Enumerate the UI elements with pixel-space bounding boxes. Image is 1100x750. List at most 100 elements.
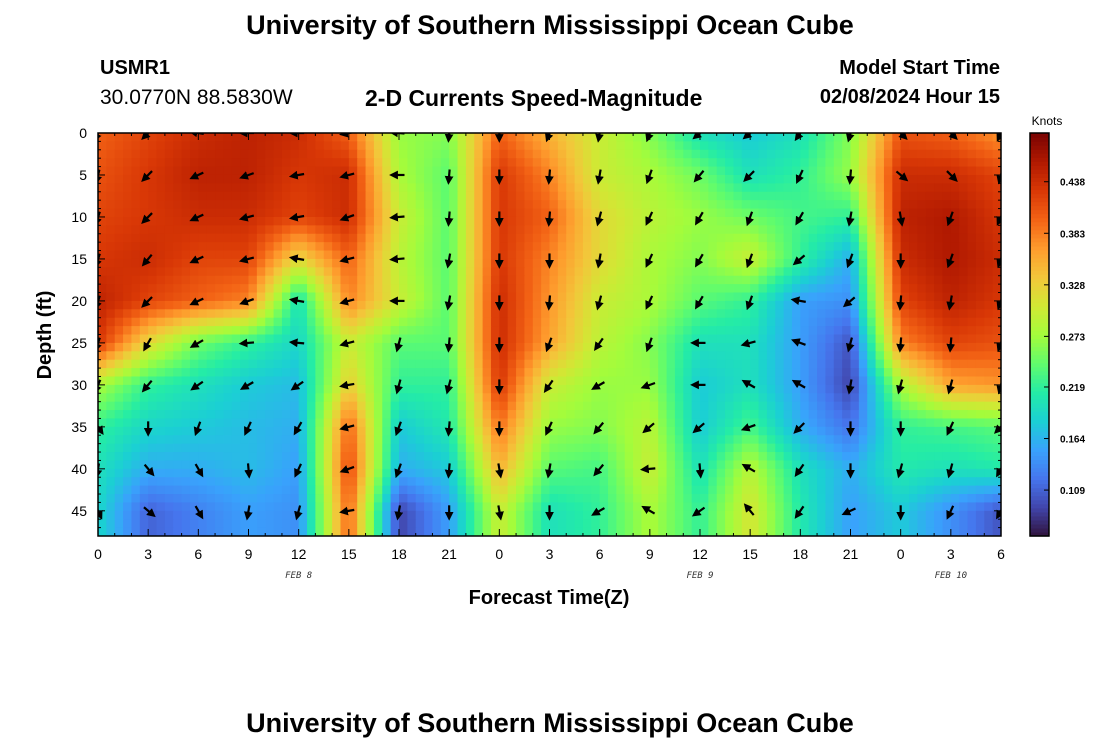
heatmap-cell [708, 191, 718, 201]
heatmap-cell [616, 359, 626, 369]
heatmap-cell [783, 435, 793, 445]
heatmap-cell [858, 284, 868, 294]
heatmap-cell [691, 326, 701, 336]
heatmap-cell [256, 452, 266, 462]
heatmap-cell [833, 292, 843, 302]
heatmap-cell [407, 326, 417, 336]
heatmap-cell [967, 166, 977, 176]
heatmap-cell [858, 368, 868, 378]
heatmap-cell [725, 334, 735, 344]
heatmap-cell [825, 426, 835, 436]
heatmap-cell [725, 368, 735, 378]
heatmap-cell [800, 141, 810, 151]
heatmap-cell [992, 250, 1001, 260]
heatmap-cell [198, 326, 208, 336]
heatmap-cell [608, 510, 617, 520]
heatmap-cell [357, 351, 367, 361]
heatmap-cell [716, 485, 726, 495]
heatmap-cell [516, 233, 526, 243]
heatmap-cell [449, 258, 459, 268]
heatmap-cell [424, 267, 434, 277]
heatmap-cell [666, 284, 676, 294]
heatmap-cell [223, 158, 233, 168]
heatmap-cell [541, 452, 551, 462]
heatmap-cell [223, 393, 233, 403]
heatmap-cell [482, 477, 492, 487]
heatmap-cell [766, 250, 776, 260]
heatmap-cell [449, 502, 459, 512]
heatmap-cell [340, 208, 350, 218]
heatmap-cell [206, 460, 216, 470]
heatmap-cell [984, 460, 994, 470]
heatmap-cell [106, 183, 116, 193]
heatmap-cell [98, 393, 107, 403]
heatmap-cell [114, 384, 124, 394]
heatmap-cell [574, 368, 584, 378]
heatmap-cell [582, 191, 592, 201]
heatmap-cell [181, 359, 191, 369]
heatmap-cell [566, 250, 576, 260]
heatmap-cell [783, 359, 793, 369]
heatmap-cell [206, 250, 216, 260]
heatmap-cell [833, 141, 843, 151]
heatmap-cell [808, 191, 818, 201]
heatmap-cell [716, 158, 726, 168]
heatmap-cell [725, 267, 735, 277]
heatmap-cell [691, 460, 701, 470]
heatmap-cell [164, 225, 174, 235]
heatmap-cell [139, 452, 149, 462]
heatmap-cell [549, 452, 559, 462]
heatmap-cell [164, 510, 174, 520]
heatmap-cell [716, 183, 726, 193]
heatmap-cell [909, 342, 918, 352]
heatmap-cell [248, 443, 258, 453]
heatmap-cell [683, 342, 693, 352]
heatmap-cell [825, 410, 835, 420]
heatmap-cell [490, 225, 500, 235]
heatmap-cell [858, 309, 868, 319]
heatmap-cell [683, 435, 693, 445]
heatmap-cell [98, 435, 107, 445]
heatmap-cell [666, 258, 676, 268]
heatmap-cell [432, 300, 442, 310]
heatmap-cell [942, 225, 952, 235]
heatmap-cell [215, 393, 225, 403]
heatmap-cell [424, 334, 434, 344]
heatmap-cell [666, 368, 676, 378]
heatmap-cell [315, 317, 325, 327]
heatmap-cell [574, 284, 584, 294]
heatmap-cell [883, 267, 893, 277]
heatmap-cell [532, 141, 542, 151]
heatmap-cell [992, 326, 1001, 336]
heatmap-cell [373, 443, 383, 453]
heatmap-cell [833, 426, 843, 436]
heatmap-cell [357, 208, 367, 218]
heatmap-cell [373, 460, 383, 470]
heatmap-cell [465, 250, 475, 260]
heatmap-cell [557, 401, 567, 411]
heatmap-cell [967, 158, 977, 168]
heatmap-cell [708, 149, 718, 159]
heatmap-cell [808, 267, 818, 277]
heatmap-cell [892, 149, 902, 159]
heatmap-cell [875, 494, 885, 504]
heatmap-cell [883, 393, 893, 403]
heatmap-cell [298, 309, 308, 319]
heatmap-cell [290, 233, 300, 243]
heatmap-cell [164, 460, 174, 470]
heatmap-cell [123, 149, 133, 159]
heatmap-cell [725, 359, 735, 369]
heatmap-cell [925, 351, 935, 361]
heatmap-cell [934, 225, 944, 235]
heatmap-cell [574, 149, 584, 159]
heatmap-cell [909, 351, 918, 361]
heatmap-cell [298, 242, 308, 252]
heatmap-cell [616, 158, 626, 168]
heatmap-cell [206, 309, 216, 319]
heatmap-cell [658, 267, 668, 277]
heatmap-cell [825, 242, 835, 252]
heatmap-cell [357, 174, 367, 184]
heatmap-cell [256, 359, 266, 369]
heatmap-cell [934, 334, 944, 344]
heatmap-cell [909, 368, 918, 378]
